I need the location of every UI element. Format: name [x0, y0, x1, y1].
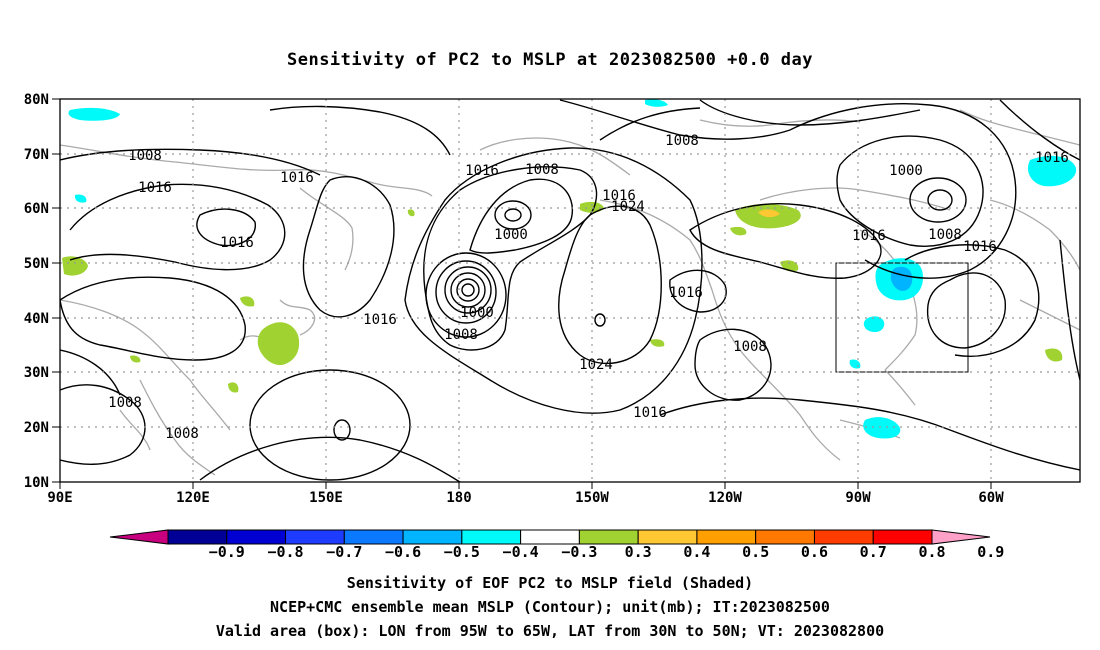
caption-line-1: Sensitivity of EOF PC2 to MSLP field (Sh… [346, 574, 754, 592]
map-frame [59, 98, 1081, 483]
colorbar-label: 0.9 [977, 543, 1005, 561]
contour-label: 1016 [138, 180, 172, 196]
lat-label: 40N [24, 311, 49, 327]
contour-label: 1016 [602, 188, 636, 204]
lon-labels: 90E 120E 150E 180 150W 120W 90W 60W [47, 490, 1004, 506]
colorbar-label: −0.8 [267, 543, 304, 561]
colorbar-label: −0.7 [326, 543, 363, 561]
colorbar-label: −0.9 [208, 543, 245, 561]
lat-label: 20N [24, 420, 49, 436]
colorbar-swatch [755, 529, 815, 545]
contour-label: 1016 [465, 163, 499, 179]
colorbar-label: 0.7 [859, 543, 887, 561]
lat-label: 80N [24, 92, 49, 108]
colorbar-swatch [578, 529, 639, 545]
contour-label: 1024 [579, 357, 613, 373]
lon-label: 120E [176, 490, 210, 506]
contour-label: 1000 [889, 163, 923, 179]
contour-label: 1008 [165, 426, 199, 442]
colorbar-label: 0.8 [918, 543, 946, 561]
lat-label: 10N [24, 475, 49, 491]
contour-label: 1008 [665, 133, 699, 149]
lat-label: 30N [24, 365, 49, 381]
contour-label: 1016 [220, 235, 254, 251]
contour-label: 1000 [494, 227, 528, 243]
contour-labels: 1008 1016 1008 1016 1008 1016 1024 1016 … [108, 133, 1069, 442]
contour-label: 1024 [611, 199, 645, 215]
contour-label: 1016 [363, 312, 397, 328]
contour-label: 1008 [928, 227, 962, 243]
lon-label: 90W [845, 490, 871, 506]
lon-label: 180 [446, 490, 471, 506]
contour-label: 1016 [669, 285, 703, 301]
colorbar-swatch [813, 529, 874, 545]
lon-label: 150E [309, 490, 343, 506]
colorbar-swatch [402, 529, 463, 545]
contour-label: 1000 [460, 305, 494, 321]
colorbar-label: −0.5 [443, 543, 480, 561]
lat-label: 70N [24, 147, 49, 163]
colorbar-label: −0.3 [561, 543, 598, 561]
map-title: Sensitivity of PC2 to MSLP at 2023082500… [286, 50, 813, 70]
colorbar-label: 0.4 [683, 543, 711, 561]
colorbar-swatch [637, 529, 698, 545]
colorbar-swatch [343, 529, 404, 545]
contour-label: 1008 [444, 327, 478, 343]
contour-label: 1008 [108, 395, 142, 411]
colorbar-label: 0.6 [800, 543, 828, 561]
colorbar-swatch [285, 529, 345, 545]
colorbar-swatch [872, 529, 933, 545]
contour-label: 1008 [733, 339, 767, 355]
colorbar [109, 529, 991, 545]
gridlines [60, 99, 1080, 482]
coastlines [60, 109, 1080, 476]
contour-label: 1016 [280, 170, 314, 186]
lat-label: 60N [24, 201, 49, 217]
colorbar-swatch [167, 529, 228, 545]
caption-line-3: Valid area (box): LON from 95W to 65W, L… [215, 622, 885, 640]
colorbar-high-triangle [931, 529, 991, 545]
caption-line-2: NCEP+CMC ensemble mean MSLP (Contour); u… [270, 598, 830, 616]
colorbar-swatch [696, 529, 757, 545]
colorbar-swatch [520, 529, 580, 545]
contour-label: 1016 [633, 405, 667, 421]
contour-label: 1016 [963, 239, 997, 255]
contour-label: 1008 [525, 162, 559, 178]
colorbar-swatch [461, 529, 522, 545]
lon-label: 120W [708, 490, 742, 506]
lat-label: 50N [24, 256, 49, 272]
contour-label: 1016 [1035, 150, 1069, 166]
lon-label: 60W [978, 490, 1004, 506]
lon-label: 90E [47, 490, 72, 506]
colorbar-label: −0.6 [385, 543, 422, 561]
contour-label: 1016 [852, 228, 886, 244]
axis-ticks [52, 98, 992, 489]
colorbar-label: −0.4 [502, 543, 539, 561]
colorbar-low-triangle [109, 529, 169, 545]
lon-label: 150W [575, 490, 609, 506]
colorbar-label: 0.5 [742, 543, 770, 561]
mslp-contours [60, 99, 1080, 482]
colorbar-label: 0.3 [624, 543, 652, 561]
colorbar-swatch [226, 529, 287, 545]
contour-label: 1008 [128, 148, 162, 164]
lat-labels: 80N 70N 60N 50N 40N 30N 20N 10N [24, 92, 49, 491]
